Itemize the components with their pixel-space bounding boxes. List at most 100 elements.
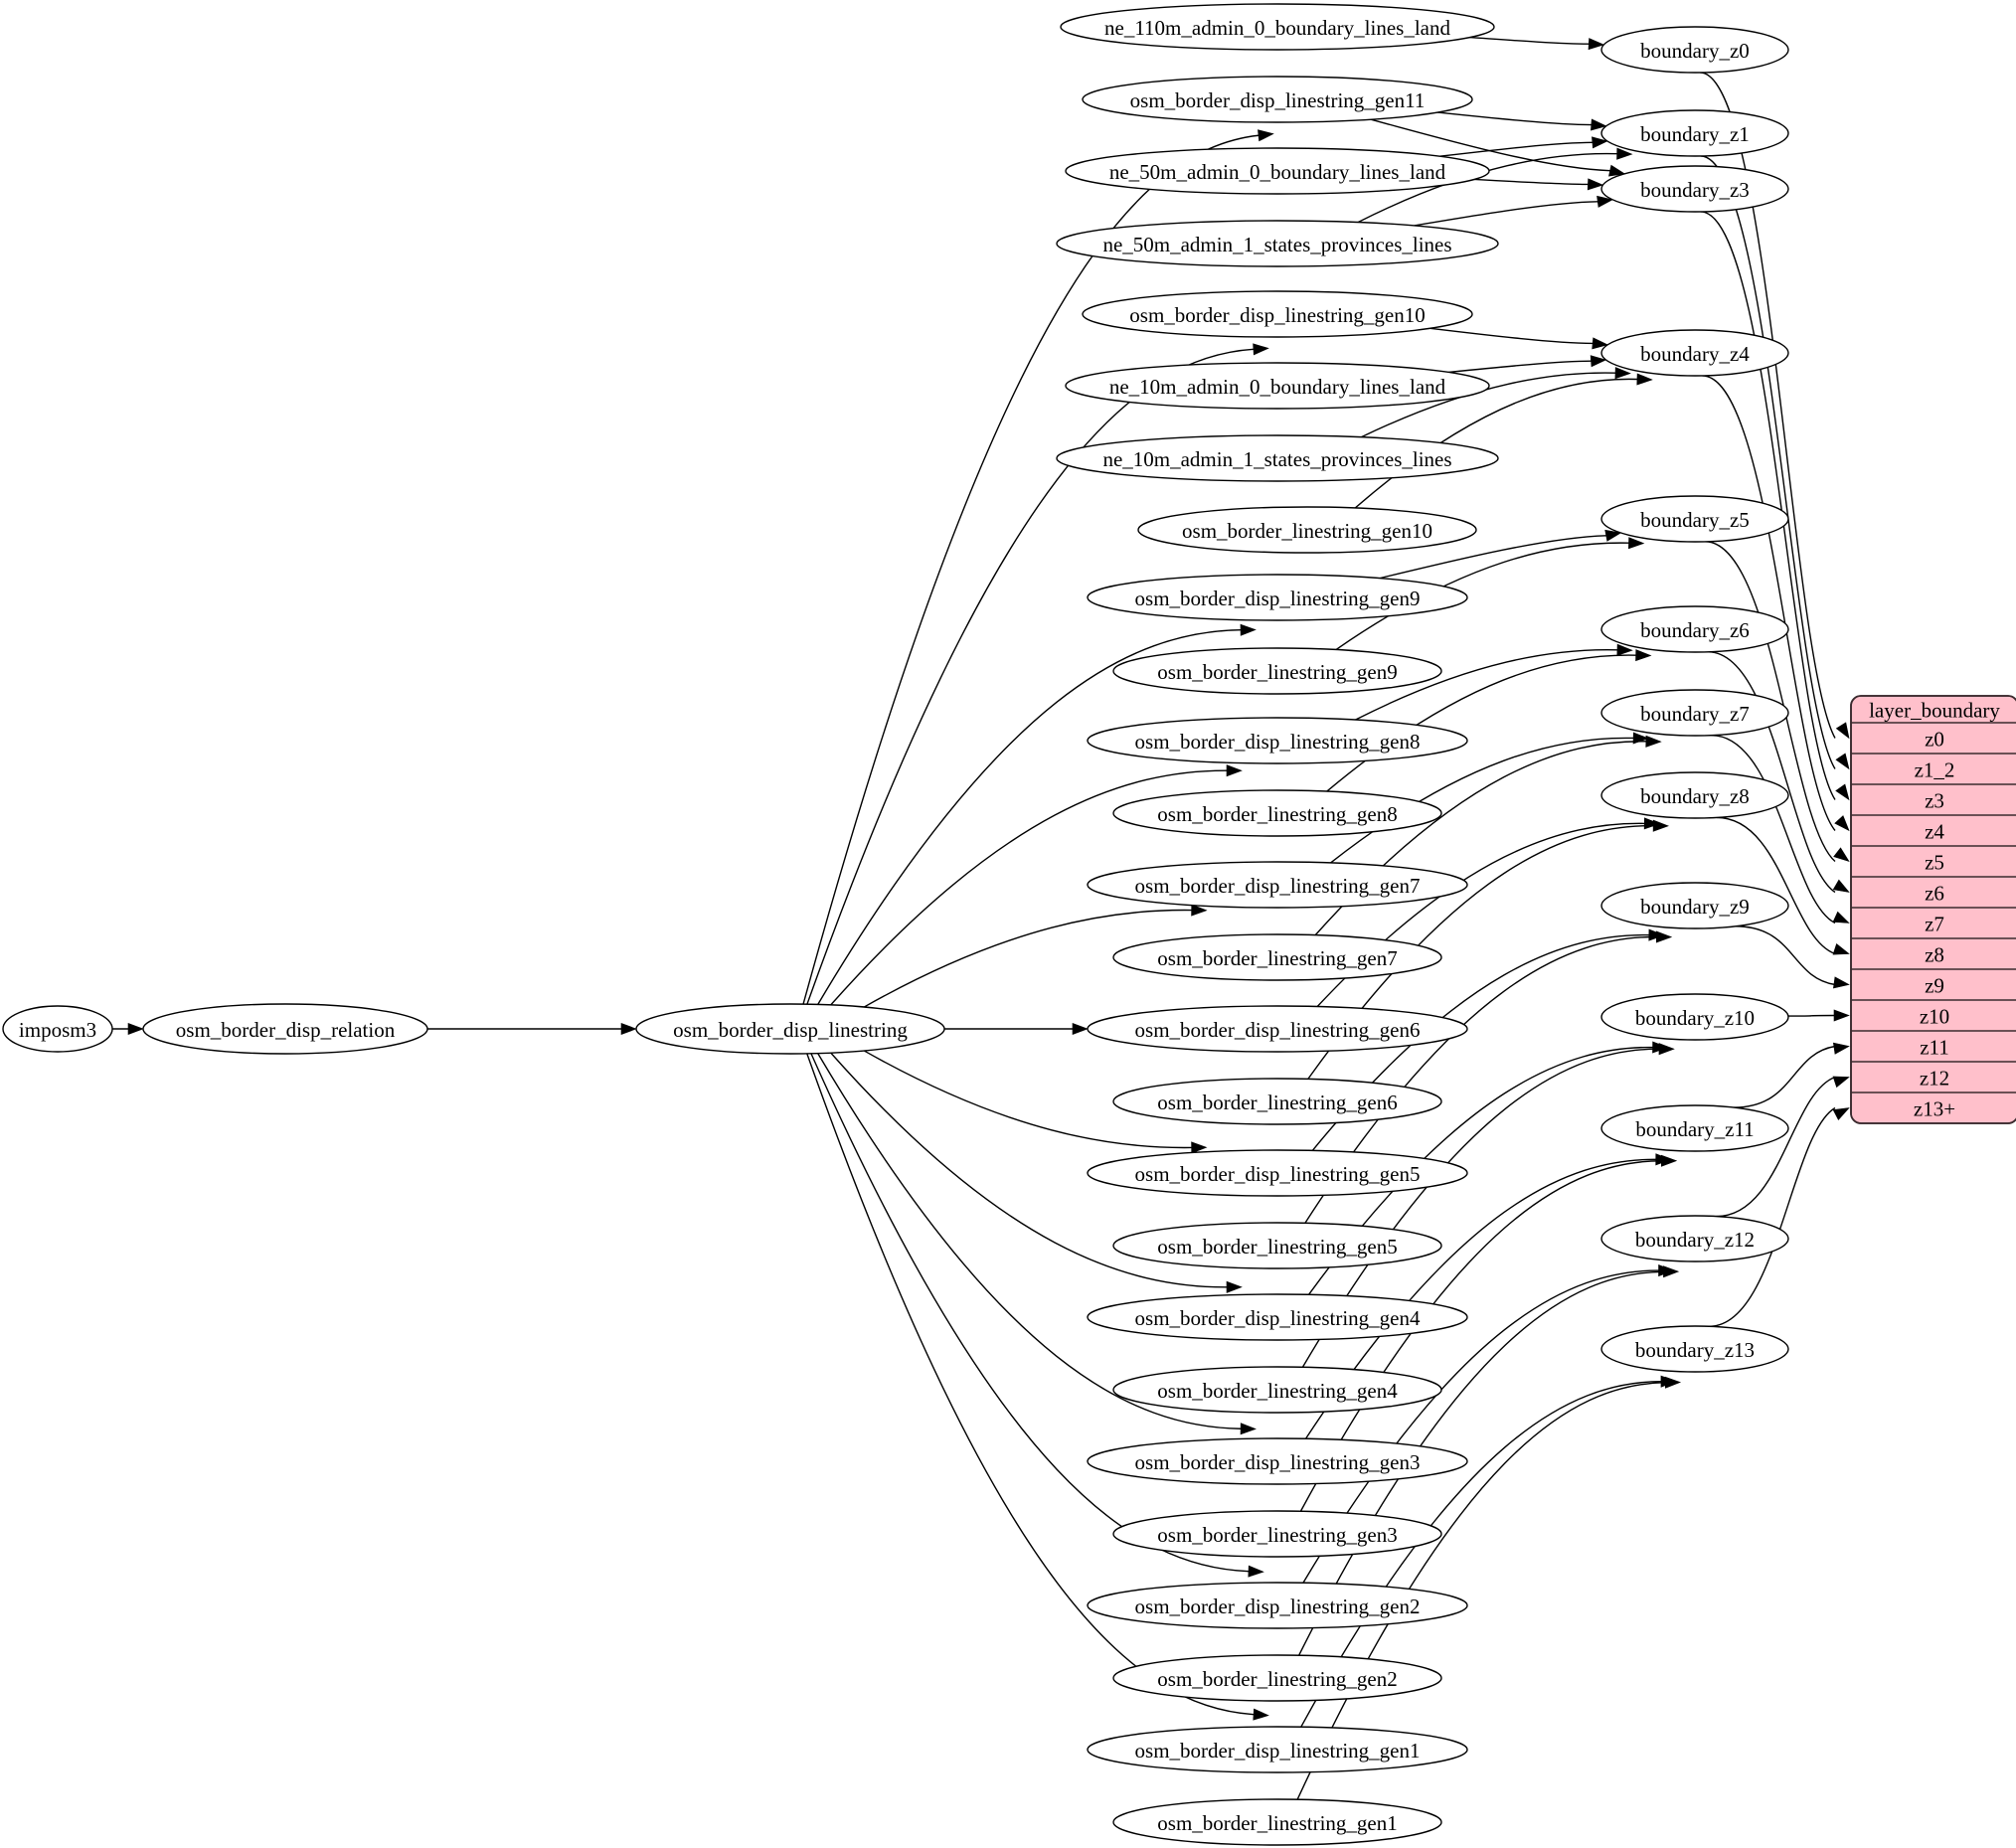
edge-arrowhead — [620, 1022, 637, 1036]
edge-arrowhead — [1248, 1565, 1264, 1578]
node-ellipse — [1600, 109, 1789, 157]
graph-node-boundary_z9[interactable]: boundary_z9 — [1600, 882, 1789, 929]
graph-edge — [863, 909, 1192, 1008]
table-edge-arrowhead — [1833, 976, 1850, 989]
graph-node-osm_border_disp_linestring_gen4[interactable]: osm_border_disp_linestring_gen4 — [1087, 1293, 1468, 1341]
node-ellipse — [1082, 290, 1473, 338]
table-edge-arrowhead — [1834, 815, 1850, 832]
edge-arrowhead — [1614, 367, 1631, 380]
graph-node-imposm3[interactable]: imposm3 — [2, 1005, 113, 1053]
graph-edge — [1307, 824, 1654, 1080]
node-ellipse — [1065, 147, 1490, 195]
graph-edge — [1355, 648, 1617, 721]
edge-arrowhead — [1652, 819, 1670, 832]
graph-edge — [1304, 1158, 1656, 1439]
table-edge — [1700, 155, 1836, 769]
graph-edge — [830, 769, 1228, 1006]
graph-node-osm_border_disp_linestring_gen6[interactable]: osm_border_disp_linestring_gen6 — [1087, 1005, 1468, 1053]
graph-node-boundary_z13[interactable]: boundary_z13 — [1600, 1325, 1789, 1373]
graph-node-ne_50m_admin_0_boundary_lines_land[interactable]: ne_50m_admin_0_boundary_lines_land — [1065, 147, 1490, 195]
table-edge-arrowhead — [1835, 783, 1850, 801]
graph-node-osm_border_disp_linestring[interactable]: osm_border_disp_linestring — [635, 1003, 945, 1055]
table-edge-arrowhead — [1832, 942, 1850, 955]
edge-arrowhead — [1253, 343, 1269, 356]
node-ellipse — [1112, 1078, 1442, 1125]
graph-node-osm_border_disp_linestring_gen1[interactable]: osm_border_disp_linestring_gen1 — [1087, 1726, 1468, 1773]
graph-node-boundary_z1[interactable]: boundary_z1 — [1600, 109, 1789, 157]
table-edge-arrowhead — [1833, 1009, 1850, 1022]
edge-arrowhead — [1655, 930, 1673, 943]
graph-node-osm_border_linestring_gen7[interactable]: osm_border_linestring_gen7 — [1112, 933, 1442, 981]
graph-node-osm_border_disp_linestring_gen2[interactable]: osm_border_disp_linestring_gen2 — [1087, 1582, 1468, 1629]
graph-node-boundary_z10[interactable]: boundary_z10 — [1600, 993, 1789, 1041]
node-ellipse — [635, 1003, 945, 1055]
graph-node-boundary_z12[interactable]: boundary_z12 — [1600, 1215, 1789, 1262]
graph-node-osm_border_disp_linestring_gen9[interactable]: osm_border_disp_linestring_gen9 — [1087, 574, 1468, 621]
edge-arrowhead — [1664, 1376, 1682, 1389]
node-ellipse — [1600, 993, 1789, 1041]
node-ellipse — [1600, 771, 1789, 819]
graph-node-osm_border_disp_linestring_gen5[interactable]: osm_border_disp_linestring_gen5 — [1087, 1149, 1468, 1197]
graph-node-osm_border_linestring_gen2[interactable]: osm_border_linestring_gen2 — [1112, 1654, 1442, 1702]
graph-edge — [1469, 36, 1590, 45]
graph-node-osm_border_linestring_gen3[interactable]: osm_border_linestring_gen3 — [1112, 1510, 1442, 1558]
node-ellipse — [1087, 1293, 1468, 1341]
graph-node-ne_10m_admin_1_states_provinces_lines[interactable]: ne_10m_admin_1_states_provinces_lines — [1056, 434, 1499, 482]
edge-arrowhead — [1645, 735, 1662, 748]
table-edge-arrowhead — [1832, 1107, 1850, 1120]
graph-node-osm_border_disp_linestring_gen7[interactable]: osm_border_disp_linestring_gen7 — [1087, 861, 1468, 909]
graph-edge — [1357, 152, 1617, 224]
edge-arrowhead — [1253, 1708, 1269, 1721]
node-ellipse — [1060, 3, 1495, 51]
node-ellipse — [1600, 1325, 1789, 1373]
graph-node-osm_border_linestring_gen1[interactable]: osm_border_linestring_gen1 — [1112, 1798, 1442, 1846]
node-ellipse — [1056, 220, 1499, 267]
table-edge-arrowhead — [1832, 1076, 1850, 1089]
graph-node-boundary_z4[interactable]: boundary_z4 — [1600, 329, 1789, 377]
table-edge — [1709, 1106, 1836, 1327]
node-ellipse — [1087, 717, 1468, 764]
graph-node-boundary_z0[interactable]: boundary_z0 — [1600, 26, 1789, 74]
graph-node-boundary_z7[interactable]: boundary_z7 — [1600, 689, 1789, 737]
graph-node-ne_10m_admin_0_boundary_lines_land[interactable]: ne_10m_admin_0_boundary_lines_land — [1065, 362, 1490, 410]
graph-node-osm_border_linestring_gen4[interactable]: osm_border_linestring_gen4 — [1112, 1366, 1442, 1414]
graph-node-boundary_z8[interactable]: boundary_z8 — [1600, 771, 1789, 819]
edge-layer — [112, 36, 1682, 1800]
table-edge — [1702, 375, 1836, 831]
graph-node-osm_border_linestring_gen6[interactable]: osm_border_linestring_gen6 — [1112, 1078, 1442, 1125]
graph-node-osm_border_linestring_gen9[interactable]: osm_border_linestring_gen9 — [1112, 647, 1442, 695]
node-ellipse — [1087, 1582, 1468, 1629]
graph-node-osm_border_disp_relation[interactable]: osm_border_disp_relation — [142, 1003, 428, 1055]
graph-node-boundary_z6[interactable]: boundary_z6 — [1600, 605, 1789, 653]
graph-node-boundary_z11[interactable]: boundary_z11 — [1600, 1104, 1789, 1152]
node-ellipse — [1600, 1215, 1789, 1262]
graph-edge — [806, 348, 1254, 1005]
edge-arrowhead — [1608, 164, 1626, 177]
graph-node-ne_110m_admin_0_boundary_lines_land[interactable]: ne_110m_admin_0_boundary_lines_land — [1060, 3, 1495, 51]
graph-node-osm_border_linestring_gen5[interactable]: osm_border_linestring_gen5 — [1112, 1222, 1442, 1269]
graph-node-boundary_z3[interactable]: boundary_z3 — [1600, 165, 1789, 213]
graph-edge — [1429, 327, 1594, 345]
graph-edge — [1448, 360, 1592, 374]
graph-node-osm_border_disp_linestring_gen8[interactable]: osm_border_disp_linestring_gen8 — [1087, 717, 1468, 764]
edge-arrowhead — [1191, 904, 1208, 917]
edge-arrowhead — [1226, 1280, 1243, 1293]
graph-edge — [1379, 535, 1606, 580]
edge-arrowhead — [1240, 623, 1257, 636]
graph-node-osm_border_disp_linestring_gen3[interactable]: osm_border_disp_linestring_gen3 — [1087, 1437, 1468, 1485]
node-ellipse — [1112, 1798, 1442, 1846]
graph-node-ne_50m_admin_1_states_provinces_lines[interactable]: ne_50m_admin_1_states_provinces_lines — [1056, 220, 1499, 267]
graph-node-osm_border_linestring_gen10[interactable]: osm_border_linestring_gen10 — [1137, 506, 1477, 554]
graph-node-osm_border_linestring_gen8[interactable]: osm_border_linestring_gen8 — [1112, 789, 1442, 837]
graph-node-osm_border_disp_linestring_gen11[interactable]: osm_border_disp_linestring_gen11 — [1082, 76, 1473, 123]
graph-edge — [1301, 1048, 1659, 1368]
edge-arrowhead — [1587, 178, 1604, 191]
node-ellipse — [1087, 1437, 1468, 1485]
node-ellipse — [1600, 165, 1789, 213]
node-ellipse — [1082, 76, 1473, 123]
graph-node-boundary_z5[interactable]: boundary_z5 — [1600, 495, 1789, 543]
table-edge — [1716, 816, 1836, 955]
graph-node-osm_border_disp_linestring_gen10[interactable]: osm_border_disp_linestring_gen10 — [1082, 290, 1473, 338]
